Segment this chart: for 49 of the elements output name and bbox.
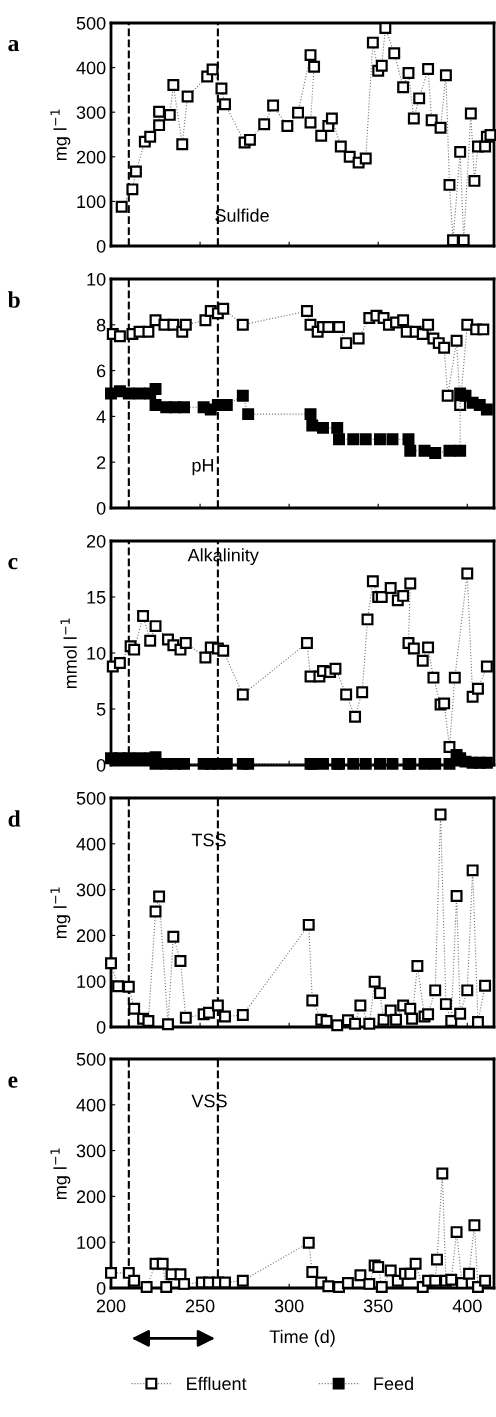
annotation: Sulfide — [215, 208, 269, 222]
text: b — [7, 291, 20, 308]
y-tick-label: 300 — [76, 106, 106, 119]
y-tick-label: 0 — [96, 1281, 106, 1295]
y-axis-title: mg l$^{−1}$ — [50, 1148, 71, 1200]
x-tick-label: 300 — [274, 1299, 304, 1313]
y-tick-label: 15 — [87, 591, 106, 604]
legend-label: Feed — [374, 1376, 413, 1391]
x-tick-label: 350 — [363, 1299, 393, 1313]
y-tick-label: 300 — [76, 1144, 106, 1158]
y-tick-label: 0 — [96, 758, 106, 772]
x-axis-title: Time (d) — [269, 1329, 335, 1347]
text: a — [8, 39, 20, 52]
y-tick-label: 4 — [96, 410, 106, 423]
y-tick-label: 100 — [77, 975, 106, 988]
y-tick-label: 5 — [96, 703, 106, 716]
y-tick-label: 6 — [97, 364, 106, 378]
y-tick-label: 300 — [76, 883, 106, 897]
y-tick-label: 200 — [76, 1190, 106, 1204]
y-tick-label: 10 — [87, 272, 106, 286]
legend-label: Effluent — [187, 1376, 247, 1391]
annotation: VSS — [191, 1094, 227, 1108]
text: c — [8, 557, 18, 570]
y-axis-title: mg l$^{−1}$ — [50, 109, 71, 161]
y-tick-label: 200 — [76, 929, 106, 943]
x-tick-label: 400 — [452, 1299, 482, 1313]
text: e — [8, 1076, 18, 1088]
annotation: pH — [192, 459, 214, 476]
y-tick-label: 0 — [96, 239, 106, 253]
y-tick-label: 10 — [87, 646, 106, 660]
y-tick-label: 500 — [76, 1052, 106, 1066]
text: d — [8, 810, 21, 827]
y-tick-label: 400 — [76, 1098, 106, 1112]
y-tick-label: 100 — [77, 195, 106, 209]
y-tick-label: 8 — [96, 318, 106, 332]
y-tick-label: 400 — [76, 837, 106, 851]
y-tick-label: 2 — [97, 456, 106, 469]
y-tick-label: 100 — [77, 1236, 106, 1249]
y-axis-title: mmol l$^{−1}$ — [60, 618, 77, 689]
y-tick-label: 200 — [76, 150, 106, 164]
y-tick-label: 0 — [96, 1020, 106, 1034]
y-tick-label: 500 — [76, 791, 106, 805]
y-tick-label: 0 — [96, 501, 106, 515]
y-tick-label: 500 — [76, 16, 106, 30]
x-tick-label: 250 — [185, 1299, 215, 1313]
annotation: Alkalinity — [187, 548, 259, 566]
y-axis-title: mg l$^{−1}$ — [50, 887, 71, 939]
y-tick-label: 400 — [76, 61, 106, 75]
y-tick-label: 20 — [86, 534, 106, 548]
